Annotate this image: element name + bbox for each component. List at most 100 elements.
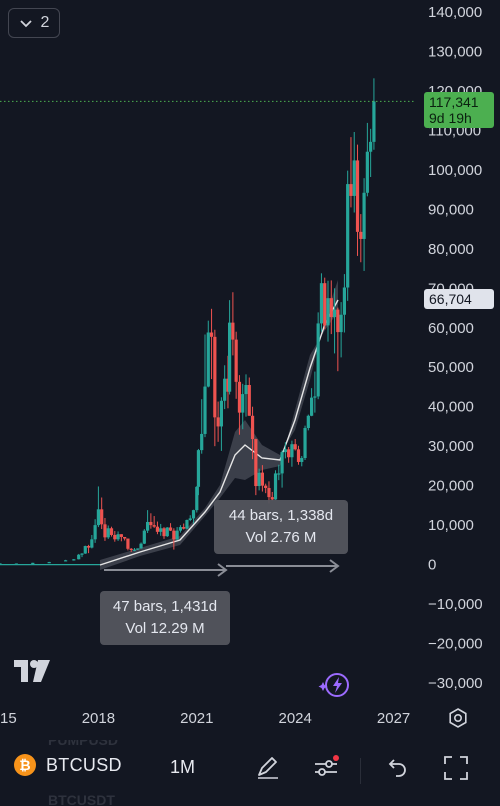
candle-body [206,332,210,387]
candle-body [64,560,68,562]
bar-countdown: 9d 19h [429,110,472,126]
candle-body [203,386,207,434]
y-tick-label: −30,000 [428,675,483,692]
candle-body [226,378,230,392]
candle-body [296,449,301,462]
candle-body [241,394,245,413]
undo-icon[interactable] [382,754,410,782]
candle-body [316,323,320,397]
candle-body [191,510,196,519]
candle-body [283,449,287,453]
candle-body [362,192,366,239]
candle-body [273,473,278,500]
candle-body [372,101,376,142]
y-tick-label: 20,000 [428,478,474,495]
candle-body [123,536,127,539]
candle-body [336,309,340,333]
layout-selector[interactable]: 2 [8,8,60,38]
candle-body [106,528,110,538]
candle-body [188,518,192,520]
candle-body [329,298,333,318]
candle-body [90,539,94,548]
candle-body [303,428,307,459]
measure-bars: 47 bars, 1,431d [112,598,218,615]
fullscreen-icon[interactable] [442,754,470,782]
tradingview-logo-icon [14,660,50,682]
candle-body [165,527,169,537]
indicators-icon[interactable] [312,754,340,782]
candle-body [365,151,369,193]
moving-average-tag: 66,704 [424,289,494,309]
measure-bars: 44 bars, 1,338d [228,507,334,524]
layout-count: 2 [40,14,50,31]
candle-body [349,184,353,196]
candle-body [200,433,204,451]
candle-body [213,336,217,418]
candle-body [216,417,220,427]
candle-body [313,396,317,398]
candle-body [244,384,248,395]
candle-body [159,528,163,532]
bitcoin-icon: ₿ [14,754,36,776]
candle-body [339,314,343,333]
candle-body [31,562,35,565]
interval-button[interactable]: 1M [170,757,196,777]
measure-arrow-left-head [217,563,228,577]
ghost-symbol-top: PUMPUSD [48,740,119,748]
candle-body [293,444,297,450]
ma-line [99,299,339,566]
candle-body [260,472,264,486]
candle-body [237,381,242,413]
price-chart[interactable]: 140,000130,000120,000110,000100,00090,00… [0,0,500,740]
candle-body [257,472,261,487]
candle-body [155,526,160,532]
candle-body [96,509,100,526]
candle-body [175,530,179,540]
y-tick-label: 90,000 [428,201,474,218]
candle-body [132,549,137,551]
candle-body [129,548,133,550]
candle-body [185,519,189,529]
candle-body [219,400,223,427]
candle-body [310,397,314,416]
settings-icon[interactable] [448,708,468,728]
candle-body [250,415,255,440]
candle-body [359,231,363,239]
x-tick-label: 2018 [82,710,115,727]
candle-body [100,509,104,525]
candle-body [103,524,107,538]
candle-body [72,559,76,561]
candle-body [234,339,238,382]
candle-body [142,530,146,544]
candle-body [346,184,350,288]
candle-body [47,562,51,564]
candle-body [196,450,201,487]
chevron-down-icon [19,20,32,28]
candle-body [319,283,324,324]
candle-body [280,452,284,474]
candle-body [152,525,156,527]
y-tick-label: 130,000 [428,43,482,60]
candle-body [326,298,330,326]
candle-body [323,283,327,326]
symbol-button[interactable]: ₿ BTCUSD [14,754,122,776]
toolbar-divider [360,758,361,784]
candle-body [352,160,356,196]
candle-body [136,548,140,550]
measure-box-right[interactable]: 44 bars, 1,338d Vol 2.76 M [214,500,348,554]
candle-body [116,534,120,540]
y-tick-label: 100,000 [428,162,482,179]
candle-body [113,534,117,540]
candle-body [126,538,130,549]
candle-body [168,527,173,531]
draw-pen-icon[interactable] [254,754,282,782]
measure-box-left[interactable]: 47 bars, 1,431d Vol 12.29 M [100,591,230,645]
candle-body [223,378,227,401]
candle-body [80,553,84,555]
candle-body [146,521,150,531]
flash-icon[interactable] [317,672,351,698]
candle-body [0,563,2,565]
candle-body [209,332,214,337]
candle-body [342,287,346,315]
candle-body [247,384,251,416]
